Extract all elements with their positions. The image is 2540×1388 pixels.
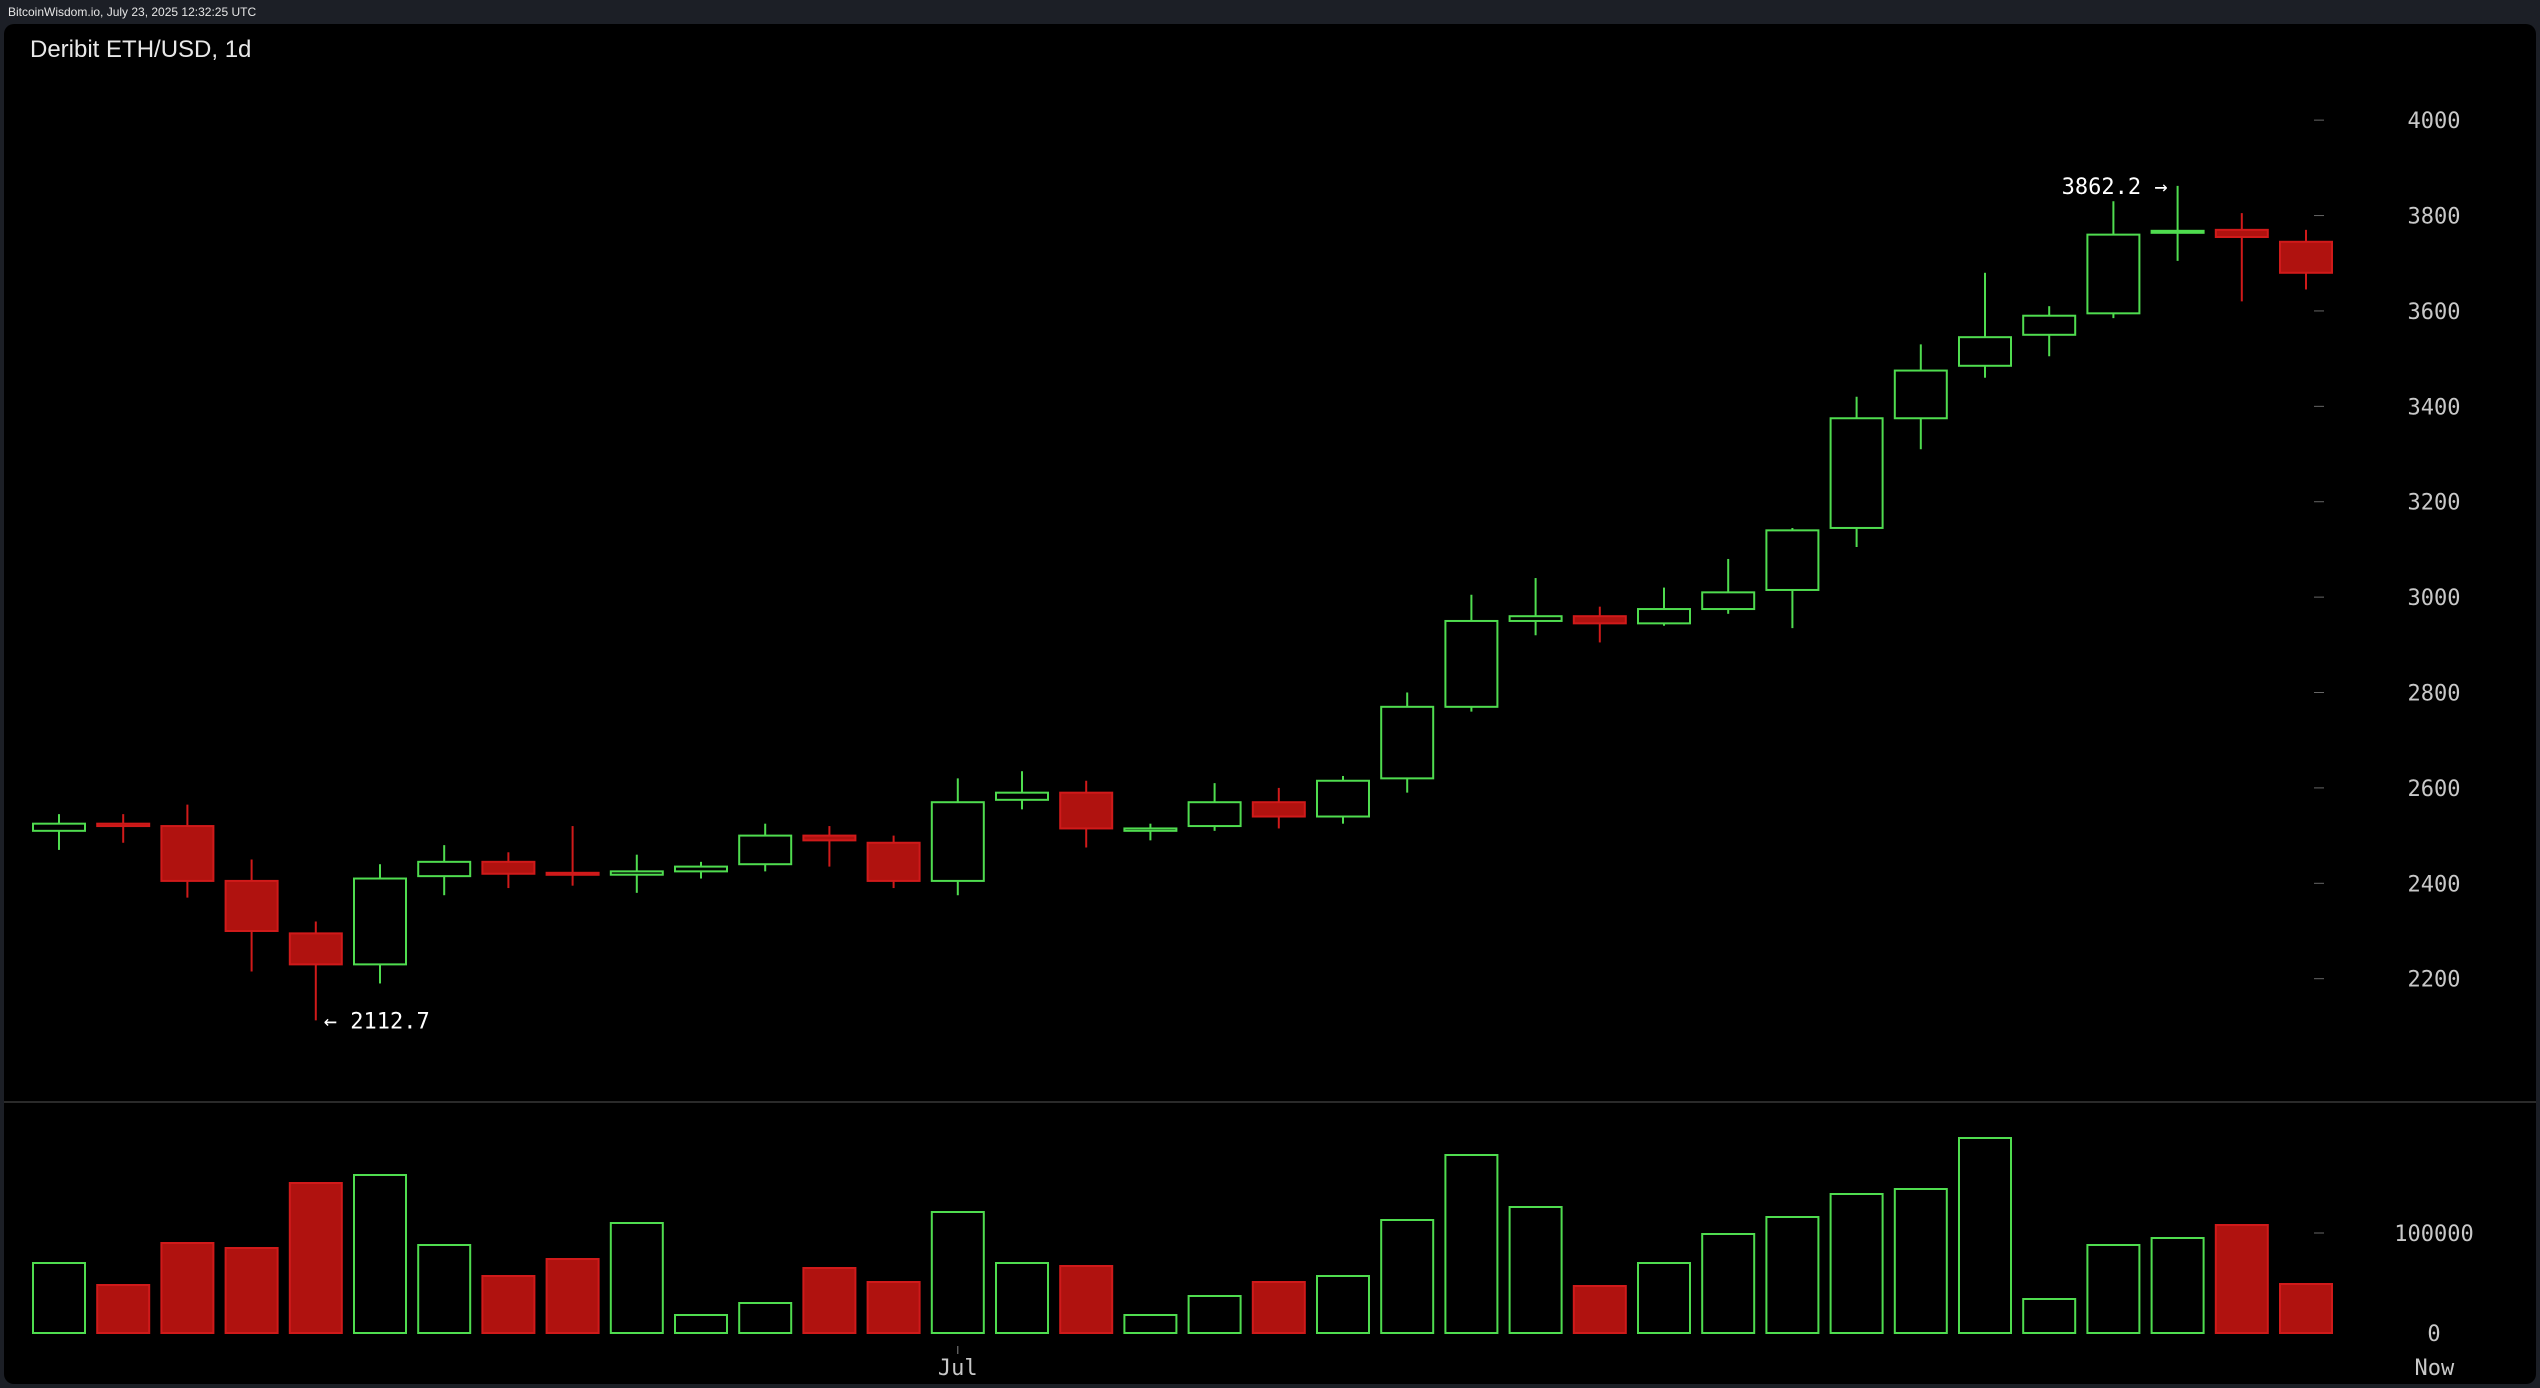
price-tick-label: 3000 bbox=[2408, 586, 2461, 611]
volume-tick-label: 100000 bbox=[2394, 1222, 2473, 1247]
candle-body[interactable] bbox=[32, 822, 86, 832]
candle-body[interactable] bbox=[96, 822, 151, 828]
volume-bar[interactable] bbox=[2279, 1283, 2333, 1334]
high-price-annotation: 3862.2 → bbox=[2062, 175, 2168, 200]
candle-body[interactable] bbox=[1701, 591, 1756, 611]
volume-bar[interactable] bbox=[1059, 1265, 1114, 1334]
price-tick-label: 2600 bbox=[2408, 777, 2461, 802]
candle-body[interactable] bbox=[802, 834, 857, 842]
price-tick-label: 2800 bbox=[2408, 682, 2461, 707]
volume-bar[interactable] bbox=[866, 1281, 921, 1334]
volume-bar[interactable] bbox=[224, 1247, 279, 1334]
volume-bar[interactable] bbox=[32, 1262, 86, 1334]
candle-body[interactable] bbox=[545, 871, 600, 876]
volume-bar[interactable] bbox=[738, 1302, 793, 1334]
candle-body[interactable] bbox=[1572, 615, 1627, 625]
volume-bar[interactable] bbox=[481, 1275, 536, 1334]
volume-bar[interactable] bbox=[2086, 1244, 2141, 1334]
volume-bar[interactable] bbox=[545, 1258, 600, 1334]
volume-bar[interactable] bbox=[353, 1174, 407, 1334]
candle-body[interactable] bbox=[609, 870, 664, 876]
price-tick-label: 2400 bbox=[2408, 872, 2461, 897]
volume-bar[interactable] bbox=[160, 1242, 215, 1334]
volume-bar[interactable] bbox=[96, 1284, 151, 1334]
volume-bar[interactable] bbox=[1701, 1233, 1756, 1334]
candle-body[interactable] bbox=[1829, 417, 1884, 529]
x-axis-label: Now bbox=[2415, 1356, 2455, 1381]
price-tick-label: 3800 bbox=[2408, 205, 2461, 230]
candle-body[interactable] bbox=[288, 932, 343, 966]
candle-body[interactable] bbox=[995, 791, 1049, 801]
source-timestamp-text: BitcoinWisdom.io, July 23, 2025 12:32:25… bbox=[8, 5, 257, 19]
candle-body[interactable] bbox=[674, 865, 728, 873]
volume-bar[interactable] bbox=[802, 1267, 857, 1334]
volume-bar[interactable] bbox=[1123, 1314, 1178, 1334]
volume-bar[interactable] bbox=[2022, 1298, 2077, 1334]
candle-body[interactable] bbox=[1893, 369, 1948, 420]
candle-body[interactable] bbox=[160, 825, 215, 882]
candle-body[interactable] bbox=[1765, 529, 1820, 591]
candle-body[interactable] bbox=[1316, 779, 1370, 818]
candle-body[interactable] bbox=[1251, 801, 1306, 818]
volume-bar[interactable] bbox=[1380, 1219, 1435, 1334]
candle-body[interactable] bbox=[353, 877, 407, 966]
price-tick-label: 3200 bbox=[2408, 491, 2461, 516]
candle-body[interactable] bbox=[2086, 233, 2141, 315]
candle-body[interactable] bbox=[1444, 619, 1499, 708]
low-price-annotation: ← 2112.7 bbox=[324, 1009, 430, 1034]
candle-body[interactable] bbox=[1380, 705, 1435, 780]
volume-bar[interactable] bbox=[288, 1182, 343, 1334]
volume-bar[interactable] bbox=[417, 1244, 472, 1334]
candle-body[interactable] bbox=[481, 860, 536, 875]
volume-bar[interactable] bbox=[1508, 1206, 1563, 1334]
candle-body[interactable] bbox=[930, 801, 985, 882]
volume-bar[interactable] bbox=[1187, 1295, 1242, 1334]
candle-body[interactable] bbox=[2214, 228, 2269, 239]
price-tick-label: 4000 bbox=[2408, 109, 2461, 134]
price-tick-label: 3600 bbox=[2408, 300, 2461, 325]
candle-body[interactable] bbox=[2279, 240, 2333, 274]
x-axis-label: Jul bbox=[938, 1356, 978, 1381]
source-timestamp-bar: BitcoinWisdom.io, July 23, 2025 12:32:25… bbox=[0, 0, 2540, 24]
candle-body[interactable] bbox=[866, 841, 921, 882]
volume-bar[interactable] bbox=[1829, 1193, 1884, 1334]
volume-bar[interactable] bbox=[2150, 1237, 2205, 1334]
candle-body[interactable] bbox=[1187, 801, 1242, 828]
candlestick-chart[interactable]: 2200 2400 2600 2800 3000 3200 3400 3600 3800 4000… bbox=[4, 24, 2536, 1384]
volume-bar[interactable] bbox=[1765, 1216, 1820, 1334]
volume-bar[interactable] bbox=[1316, 1275, 1370, 1334]
candle-body[interactable] bbox=[2022, 314, 2077, 336]
volume-bar[interactable] bbox=[930, 1211, 985, 1334]
volume-bar[interactable] bbox=[674, 1314, 728, 1334]
candle-body[interactable] bbox=[1958, 336, 2012, 367]
volume-bar[interactable] bbox=[2214, 1224, 2269, 1334]
volume-bar[interactable] bbox=[1251, 1281, 1306, 1334]
volume-bar[interactable] bbox=[1893, 1188, 1948, 1334]
candle-body[interactable] bbox=[2150, 229, 2205, 234]
price-tick-label: 2200 bbox=[2408, 968, 2461, 993]
candle-body[interactable] bbox=[1059, 791, 1114, 830]
volume-bar[interactable] bbox=[609, 1222, 664, 1334]
volume-tick-label: 0 bbox=[2427, 1322, 2440, 1347]
candle-body[interactable] bbox=[1637, 608, 1691, 625]
price-tick-label: 3400 bbox=[2408, 395, 2461, 420]
candle-body[interactable] bbox=[1123, 827, 1178, 832]
volume-bar[interactable] bbox=[1637, 1262, 1691, 1334]
volume-bar[interactable] bbox=[995, 1262, 1049, 1334]
candle-body[interactable] bbox=[738, 834, 793, 866]
volume-bar[interactable] bbox=[1958, 1137, 2012, 1334]
chart-title: Deribit ETH/USD, 1d bbox=[30, 36, 252, 63]
volume-bar[interactable] bbox=[1572, 1285, 1627, 1334]
candle-body[interactable] bbox=[1508, 615, 1563, 622]
candle-body[interactable] bbox=[417, 860, 472, 878]
volume-bar[interactable] bbox=[1444, 1154, 1499, 1334]
candle-body[interactable] bbox=[224, 879, 279, 932]
chart-panel: Deribit ETH/USD, 1d 2200 2400 2600 2800 3000… bbox=[4, 24, 2536, 1384]
